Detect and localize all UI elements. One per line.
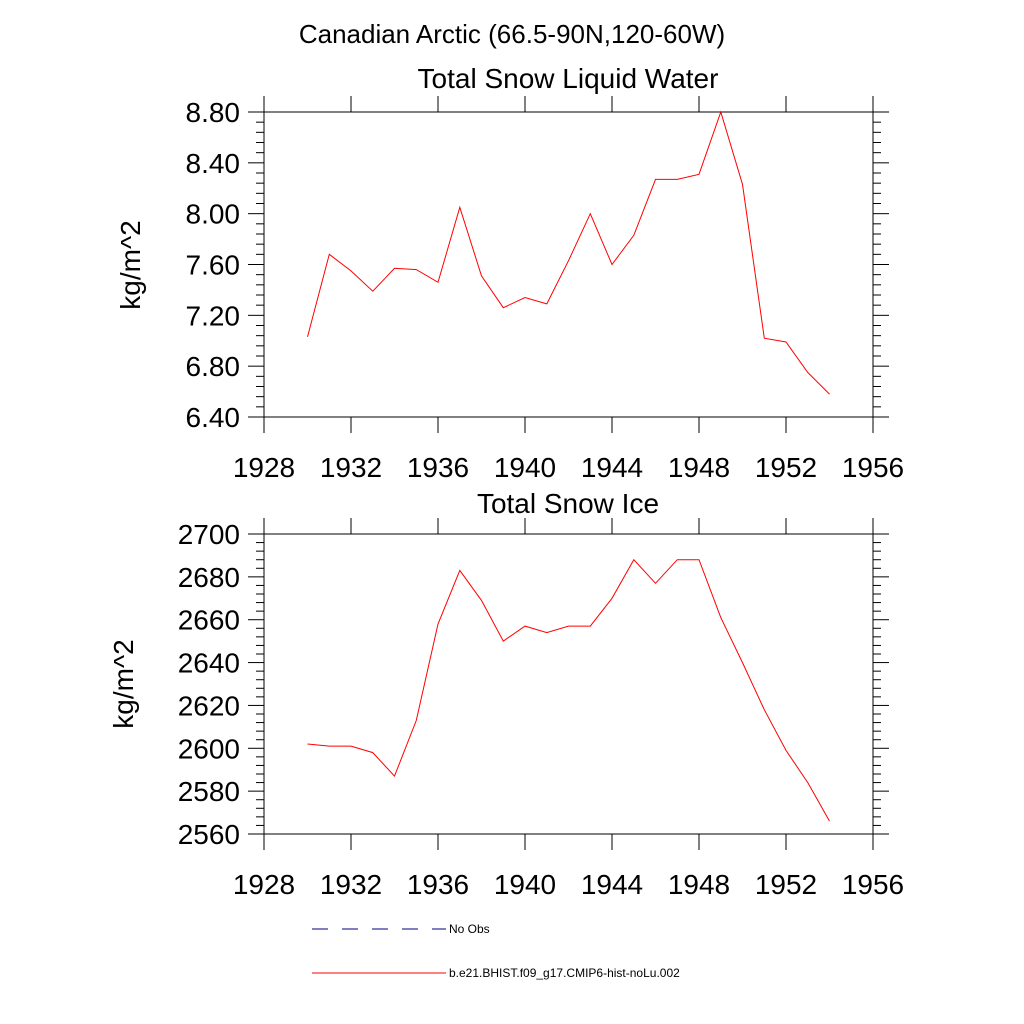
x-tick-label: 1952 (755, 452, 817, 483)
chart-title: Total Snow Ice (477, 488, 659, 519)
x-tick-label: 1944 (581, 452, 643, 483)
x-tick-label: 1948 (668, 452, 730, 483)
x-tick-label: 1956 (842, 869, 904, 900)
x-tick-label: 1940 (494, 869, 556, 900)
legend: No Obs b.e21.BHIST.f09_g17.CMIP6-hist-no… (312, 922, 680, 980)
x-tick-label: 1940 (494, 452, 556, 483)
y-tick-label: 7.20 (186, 300, 241, 331)
x-tick-label: 1948 (668, 869, 730, 900)
y-tick-label: 2580 (178, 776, 240, 807)
x-tick-label: 1936 (407, 869, 469, 900)
chart-title: Total Snow Liquid Water (418, 63, 719, 94)
x-tick-label: 1932 (320, 869, 382, 900)
chart-liquid-water: Total Snow Liquid Water kg/m^2 1928 1932 1… (115, 63, 904, 483)
y-tick-label: 2620 (178, 690, 240, 721)
y-tick-label: 6.40 (186, 402, 241, 433)
x-tick-label: 1944 (581, 869, 643, 900)
y-tick-label: 2680 (178, 562, 240, 593)
legend-label: No Obs (449, 922, 490, 936)
x-tick-label: 1936 (407, 452, 469, 483)
y-axis-label: kg/m^2 (108, 639, 139, 728)
x-tick-label: 1928 (233, 452, 295, 483)
y-tick-label: 6.80 (186, 351, 241, 382)
y-tick-label: 2660 (178, 605, 240, 636)
y-tick-label: 2600 (178, 733, 240, 764)
y-tick-label: 2640 (178, 648, 240, 679)
chart-snow-ice: Total Snow Ice kg/m^2 1928 1932 1936 1940 19… (108, 488, 904, 900)
plot-frame (263, 533, 874, 835)
y-tick-label: 8.00 (186, 199, 241, 230)
x-tick-label: 1932 (320, 452, 382, 483)
y-tick-label: 2700 (178, 519, 240, 550)
x-tick-label: 1928 (233, 869, 295, 900)
y-tick-label: 2560 (178, 819, 240, 850)
y-axis-label: kg/m^2 (115, 220, 146, 309)
legend-label: b.e21.BHIST.f09_g17.CMIP6-hist-noLu.002 (449, 966, 680, 980)
x-tick-label: 1952 (755, 869, 817, 900)
series-line (307, 110, 830, 395)
legend-item-no-obs: No Obs (312, 922, 490, 936)
plot-frame (263, 111, 874, 418)
series-line (307, 558, 830, 822)
y-tick-label: 8.40 (186, 148, 241, 179)
y-tick-label: 8.80 (186, 97, 241, 128)
figure-title: Canadian Arctic (66.5-90N,120-60W) (299, 19, 725, 49)
legend-item-model-run: b.e21.BHIST.f09_g17.CMIP6-hist-noLu.002 (312, 966, 680, 980)
y-tick-label: 7.60 (186, 250, 241, 281)
x-tick-label: 1956 (842, 452, 904, 483)
